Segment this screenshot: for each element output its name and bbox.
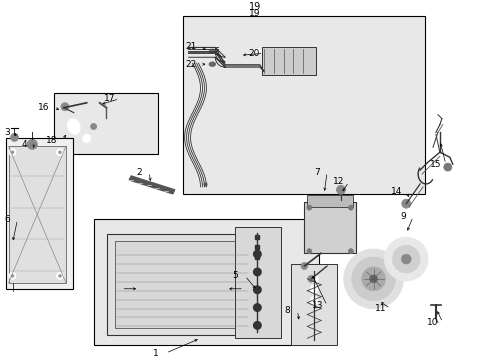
Bar — [306, 195, 352, 207]
Text: 19: 19 — [248, 2, 261, 12]
Text: 11: 11 — [374, 304, 386, 313]
Bar — [5, 138, 73, 289]
Bar — [291, 264, 336, 345]
Ellipse shape — [209, 62, 215, 66]
Circle shape — [336, 185, 345, 194]
Text: 2: 2 — [136, 167, 142, 176]
Polygon shape — [129, 176, 174, 194]
Circle shape — [58, 274, 61, 278]
Text: 19: 19 — [248, 9, 260, 18]
Circle shape — [369, 275, 377, 283]
Text: 3: 3 — [5, 128, 10, 137]
Text: 4: 4 — [21, 140, 27, 149]
Text: 18: 18 — [46, 136, 58, 145]
Ellipse shape — [254, 49, 261, 54]
Text: 6: 6 — [5, 215, 10, 224]
Circle shape — [90, 123, 97, 130]
Circle shape — [58, 150, 61, 154]
Bar — [235, 228, 280, 338]
Circle shape — [253, 251, 261, 258]
Circle shape — [310, 275, 318, 283]
Bar — [54, 93, 158, 154]
Circle shape — [9, 273, 16, 279]
Circle shape — [11, 150, 14, 154]
Circle shape — [57, 149, 63, 156]
Circle shape — [391, 245, 419, 273]
Circle shape — [343, 249, 403, 309]
Circle shape — [57, 273, 63, 279]
Circle shape — [253, 321, 261, 329]
Circle shape — [253, 286, 261, 293]
Bar — [115, 241, 249, 328]
Circle shape — [82, 134, 90, 142]
Bar — [261, 48, 316, 75]
Circle shape — [11, 134, 19, 141]
Bar — [93, 219, 319, 345]
Ellipse shape — [209, 49, 215, 53]
Circle shape — [306, 205, 311, 210]
Circle shape — [361, 267, 385, 291]
Circle shape — [253, 304, 261, 311]
Text: 8: 8 — [284, 306, 290, 315]
Text: 12: 12 — [333, 177, 344, 186]
Text: 20: 20 — [248, 49, 259, 58]
Bar — [107, 234, 257, 335]
Ellipse shape — [67, 119, 80, 134]
Text: 22: 22 — [184, 60, 196, 69]
Bar — [183, 16, 424, 194]
Circle shape — [347, 249, 353, 254]
Circle shape — [310, 285, 318, 293]
Bar — [8, 146, 66, 283]
Circle shape — [384, 237, 427, 281]
Circle shape — [306, 249, 311, 254]
Circle shape — [61, 103, 69, 111]
Text: 16: 16 — [39, 103, 50, 112]
Text: 13: 13 — [311, 301, 322, 310]
Circle shape — [351, 257, 395, 301]
Circle shape — [27, 139, 37, 149]
Text: 15: 15 — [429, 159, 441, 168]
Bar — [304, 202, 355, 253]
Circle shape — [401, 199, 410, 208]
Circle shape — [253, 268, 261, 276]
Circle shape — [300, 262, 307, 270]
Text: 1: 1 — [153, 348, 159, 357]
Text: 9: 9 — [400, 212, 406, 221]
Circle shape — [443, 163, 451, 171]
Text: 21: 21 — [184, 42, 196, 51]
Circle shape — [310, 297, 318, 305]
Circle shape — [307, 275, 314, 282]
Text: 7: 7 — [314, 167, 320, 176]
Circle shape — [347, 205, 353, 210]
Text: 17: 17 — [103, 94, 115, 103]
Circle shape — [9, 149, 16, 156]
Circle shape — [11, 274, 14, 278]
Text: 5: 5 — [232, 271, 238, 280]
Text: 10: 10 — [427, 318, 438, 327]
Text: 14: 14 — [390, 187, 401, 196]
Circle shape — [401, 254, 410, 264]
